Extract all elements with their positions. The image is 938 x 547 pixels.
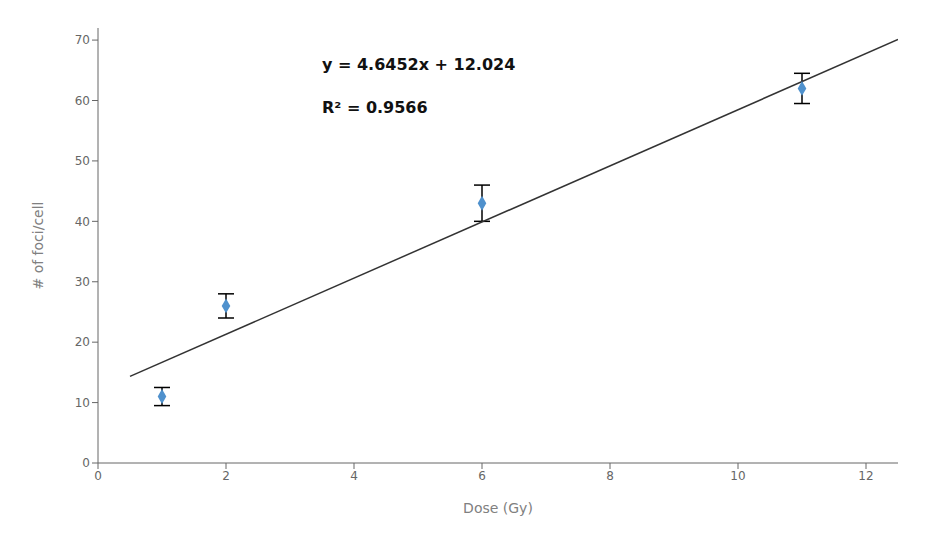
- svg-text:4: 4: [350, 469, 358, 483]
- svg-text:0: 0: [82, 456, 90, 470]
- svg-text:y = 4.6452x + 12.024: y = 4.6452x + 12.024: [322, 55, 515, 74]
- svg-text:10: 10: [75, 396, 90, 410]
- svg-text:R² = 0.9566: R² = 0.9566: [322, 98, 428, 117]
- svg-text:8: 8: [606, 469, 614, 483]
- svg-text:6: 6: [478, 469, 486, 483]
- svg-text:50: 50: [75, 154, 90, 168]
- svg-text:20: 20: [75, 335, 90, 349]
- svg-text:30: 30: [75, 275, 90, 289]
- svg-text:2: 2: [222, 469, 230, 483]
- svg-text:12: 12: [858, 469, 873, 483]
- svg-text:70: 70: [75, 33, 90, 47]
- svg-text:# of foci/cell: # of foci/cell: [30, 201, 46, 289]
- svg-text:0: 0: [94, 469, 102, 483]
- svg-text:40: 40: [75, 215, 90, 229]
- svg-text:10: 10: [730, 469, 745, 483]
- svg-text:Dose (Gy): Dose (Gy): [463, 500, 533, 516]
- svg-text:60: 60: [75, 94, 90, 108]
